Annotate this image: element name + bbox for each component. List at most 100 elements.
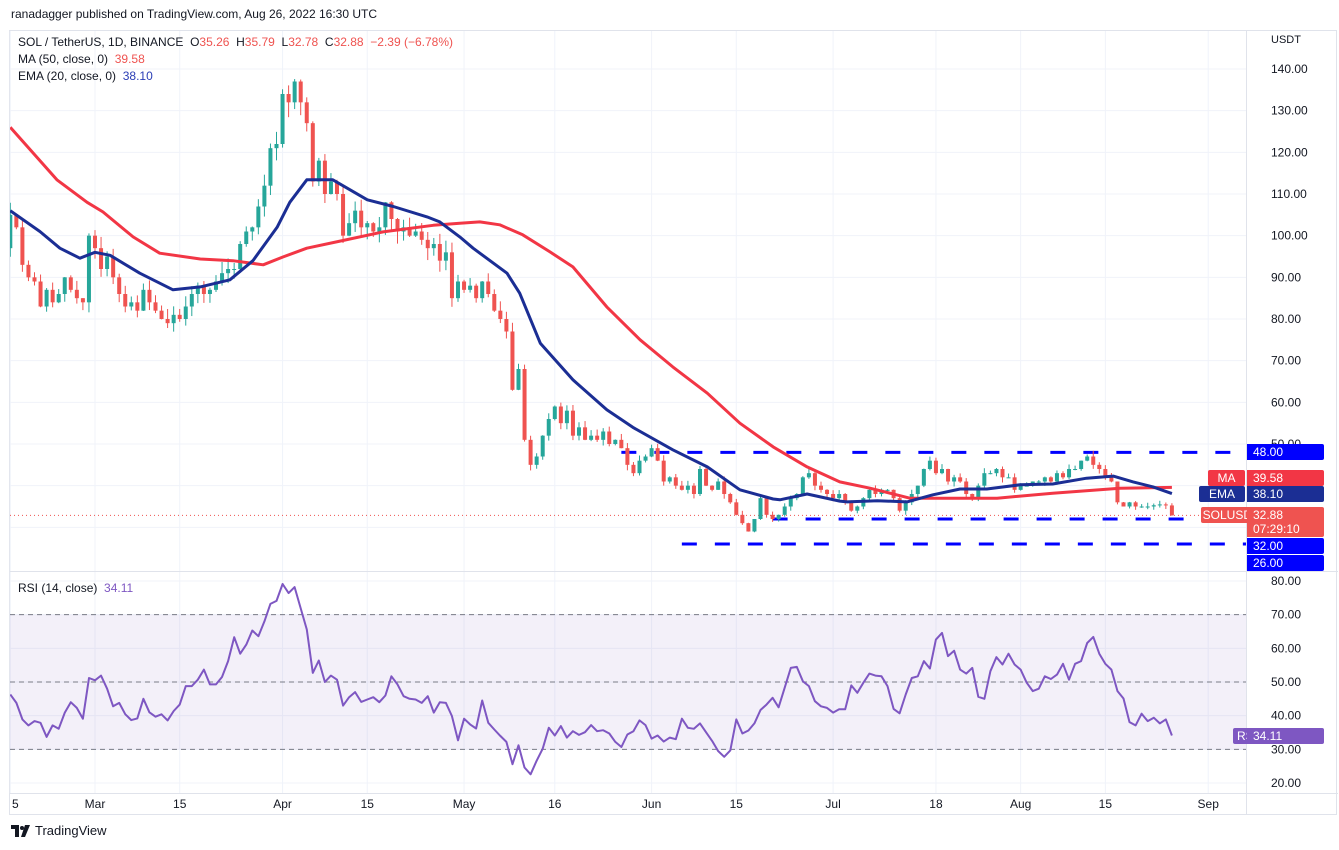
time-tick-label: 15: [173, 797, 187, 811]
candle-body: [1036, 481, 1041, 483]
candle-body: [431, 244, 436, 249]
candle-body: [782, 506, 787, 515]
candle-body: [328, 181, 333, 195]
ma-legend[interactable]: MA (50, close, 0) 39.58: [18, 52, 145, 66]
rsi-tick-label: 80.00: [1271, 574, 1301, 588]
rsi-legend[interactable]: RSI (14, close) 34.11: [18, 581, 133, 595]
candle-body: [885, 489, 890, 491]
candle-body: [1085, 456, 1090, 461]
ema-legend[interactable]: EMA (20, close, 0) 38.10: [18, 69, 153, 83]
candle-body: [921, 469, 926, 486]
price-tick-label: 70.00: [1271, 354, 1301, 368]
axes: 140.00 130.00 120.00 110.00 100.00 90.00 80.00…: [10, 31, 1338, 815]
candle-body: [498, 310, 503, 320]
candle-body: [292, 81, 297, 103]
candle-body: [528, 439, 533, 465]
candle-body: [649, 448, 654, 457]
candle-body: [601, 431, 606, 440]
candle-body: [776, 514, 781, 520]
candle-body: [504, 319, 509, 332]
time-tick-label: 15: [361, 797, 375, 811]
candle-body: [177, 314, 182, 320]
candle-body: [44, 289, 49, 307]
rsi-legend-value: 34.11: [104, 581, 134, 595]
candle-body: [1073, 469, 1078, 471]
candle-body: [171, 314, 176, 324]
moving-averages: [10, 126, 1173, 504]
candle-body: [740, 514, 745, 524]
candle-body: [583, 427, 588, 440]
candle-body: [1139, 506, 1144, 508]
rsi-legend-label: RSI (14, close): [18, 581, 98, 595]
candle-body: [347, 223, 352, 236]
candle-body: [710, 485, 715, 490]
candle-body: [988, 473, 993, 475]
candle-body: [1115, 481, 1120, 503]
tradingview-logo-icon: [11, 824, 30, 837]
candle-body: [1048, 477, 1053, 482]
time-tick-label: Jul: [825, 797, 840, 811]
rsi-tick-label: 50.00: [1271, 675, 1301, 689]
candle-body: [50, 289, 55, 303]
candle-body: [927, 460, 932, 470]
candle-body: [758, 498, 763, 520]
candle-body: [280, 94, 285, 145]
high-label: H: [236, 35, 245, 49]
price-tick-label: 130.00: [1271, 104, 1308, 118]
candle-body: [770, 514, 775, 520]
candle-body: [437, 244, 442, 261]
low-label: L: [281, 35, 289, 49]
candle-body: [220, 273, 225, 282]
ma-value-badge: 39.58: [1247, 470, 1324, 486]
candle-body: [86, 235, 91, 303]
price-tick-label: 110.00: [1271, 187, 1307, 201]
publisher-line: ranadagger published on TradingView.com,…: [11, 7, 378, 21]
candle-body: [262, 185, 267, 207]
candle-body: [256, 206, 261, 228]
candle-body: [1163, 504, 1168, 506]
candle-body: [613, 439, 618, 445]
candle-body: [1018, 485, 1023, 490]
candle-body: [577, 427, 581, 436]
horizontal-levels: [10, 450, 1246, 546]
tradingview-logo[interactable]: TradingView: [11, 823, 107, 838]
candle-body: [982, 473, 987, 486]
price-tick-label: 80.00: [1271, 312, 1301, 326]
candle-body: [558, 406, 563, 424]
candle-body: [897, 498, 902, 511]
price-tick-label: 90.00: [1271, 270, 1301, 284]
symbol-tag: SOLUSDT: [1201, 507, 1261, 523]
candle-body: [873, 489, 878, 495]
candle-body: [111, 256, 116, 278]
candle-body: [952, 477, 957, 482]
candle-body: [534, 456, 539, 465]
candle-body: [226, 269, 231, 274]
candle-body: [1079, 460, 1084, 470]
candle-body: [322, 160, 327, 195]
candle-body: [214, 281, 218, 290]
candle-body: [56, 294, 61, 303]
candle-body: [564, 410, 569, 424]
time-tick-label: 18: [929, 797, 943, 811]
candle-body: [540, 435, 545, 457]
candle-body: [946, 469, 951, 482]
candle-body: [764, 498, 769, 515]
candle-body: [589, 435, 594, 440]
candle-body: [201, 285, 206, 295]
candle-body: [716, 481, 721, 490]
symbol-title[interactable]: SOL / TetherUS, 1D, BINANCE: [18, 35, 184, 49]
candle-body: [667, 477, 672, 482]
time-tick-label: 15: [730, 797, 744, 811]
candle-body: [480, 281, 485, 299]
candle-body: [268, 148, 273, 186]
candle-body: [1097, 464, 1102, 470]
candle-body: [698, 469, 702, 495]
candle-body: [486, 281, 491, 295]
candle-body: [994, 469, 999, 474]
candle-body: [1061, 473, 1065, 478]
candle-body: [365, 223, 370, 228]
candle-body: [2, 240, 6, 248]
time-tick-label: Sep: [1198, 797, 1220, 811]
candle-body: [679, 485, 684, 490]
